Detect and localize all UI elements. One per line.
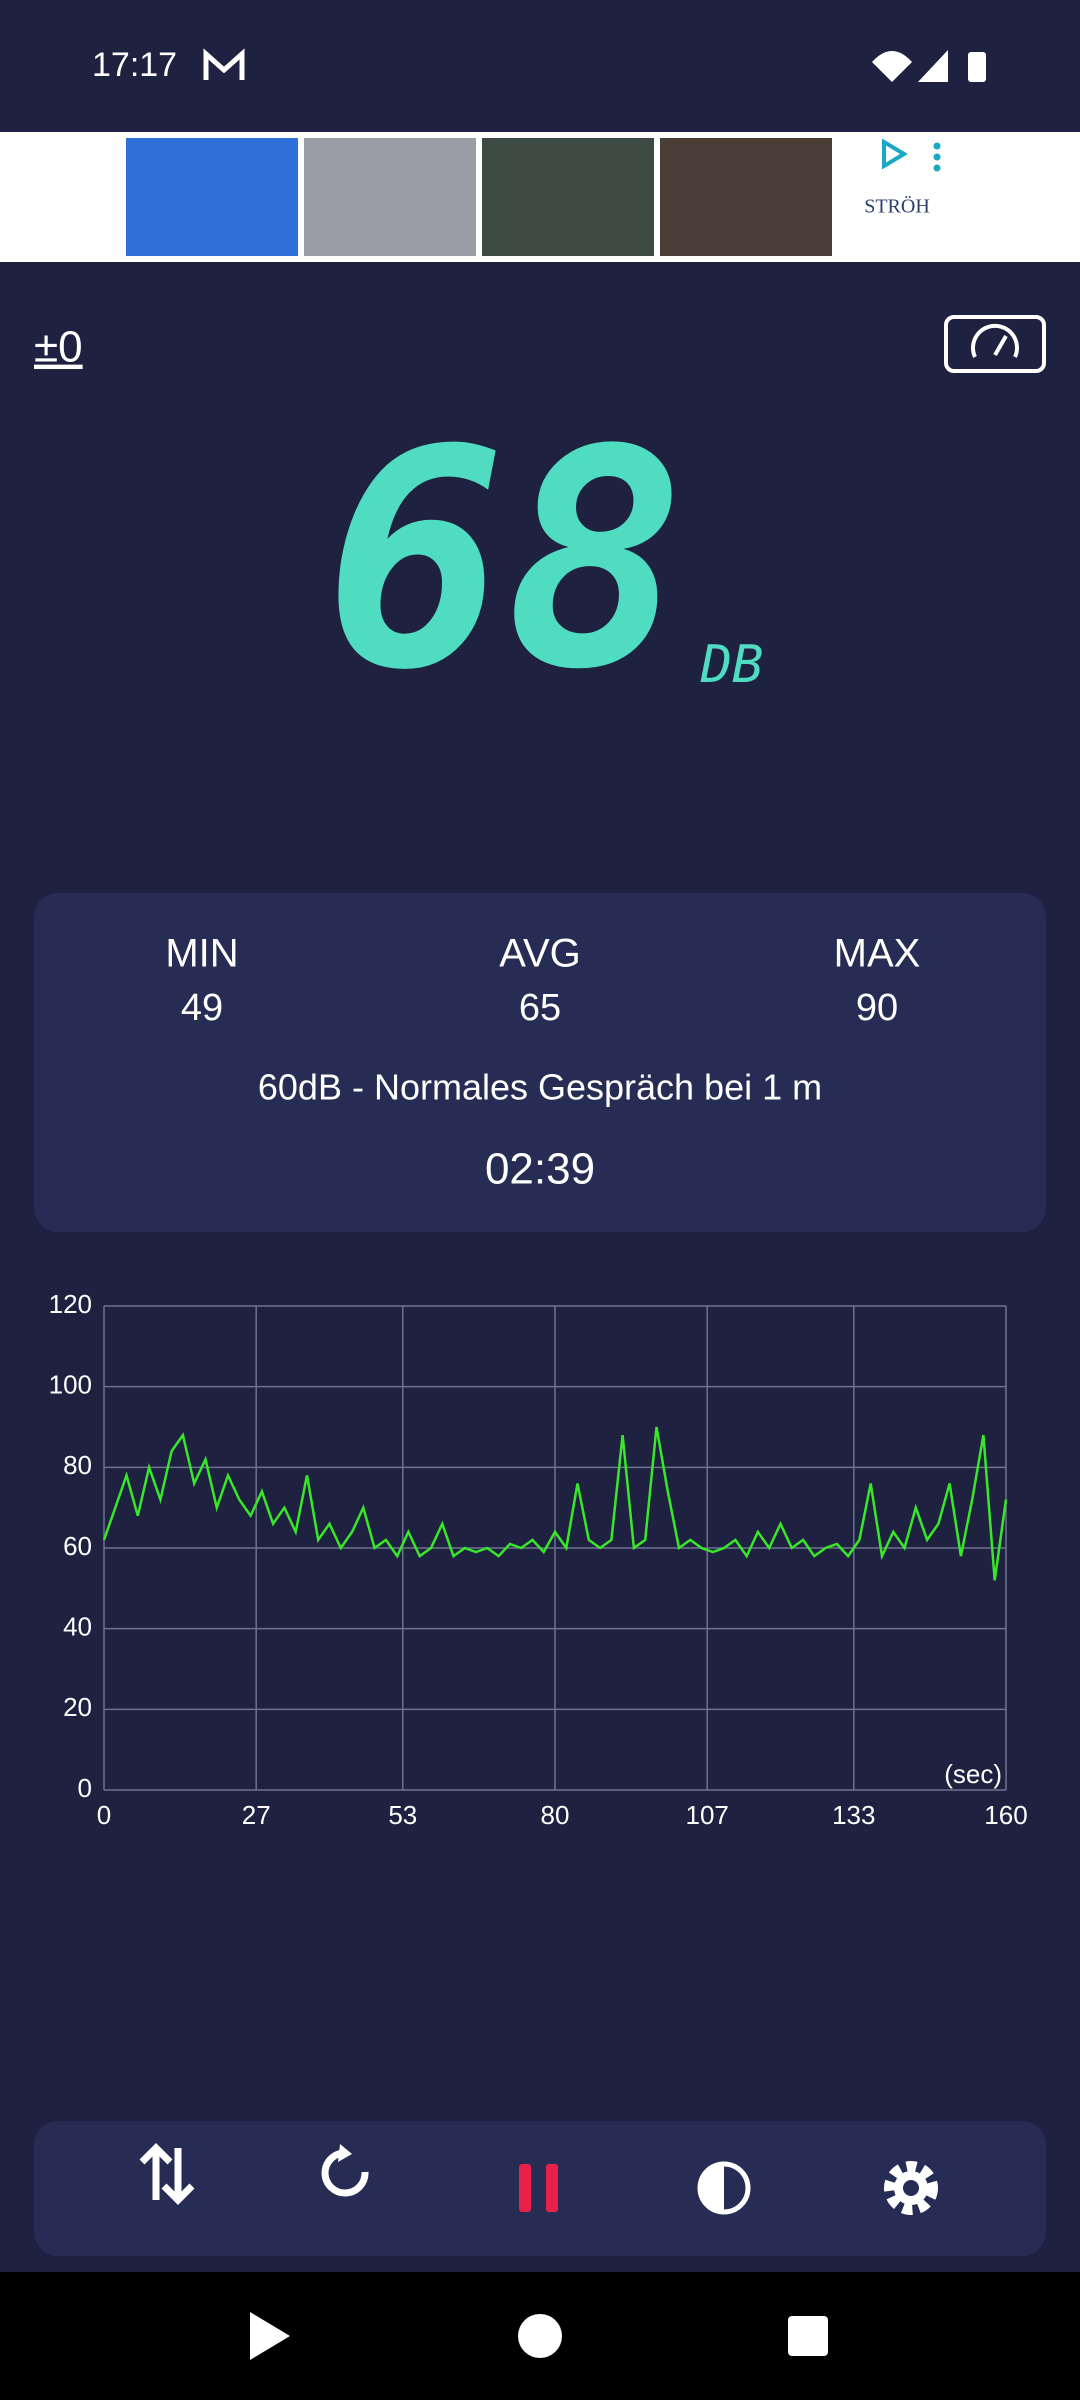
stats-panel <box>34 893 1046 1232</box>
min-label: MIN <box>165 932 238 976</box>
ad-brand[interactable]: STRÖH <box>864 195 930 218</box>
y-tick-label: 120 <box>49 1289 92 1319</box>
status-time: 17:17 <box>92 46 177 84</box>
avg-value: 65 <box>519 987 561 1029</box>
max-value: 90 <box>856 987 898 1029</box>
swap-button[interactable] <box>139 2143 195 2205</box>
gmail-icon <box>203 48 245 80</box>
timer: 02:39 <box>485 1145 595 1194</box>
ad-menu-dot[interactable] <box>933 164 941 172</box>
x-tick-label: 133 <box>832 1800 875 1830</box>
nav-recents[interactable] <box>788 2316 828 2356</box>
ad-image[interactable] <box>304 138 476 256</box>
noise-description: 60dB - Normales Gespräch bei 1 m <box>258 1067 822 1108</box>
y-tick-label: 40 <box>63 1612 92 1642</box>
x-tick-label: 27 <box>242 1800 271 1830</box>
nav-back[interactable] <box>250 2312 290 2360</box>
y-tick-label: 20 <box>63 1692 92 1722</box>
x-unit-label: (sec) <box>944 1759 1002 1789</box>
toolbar <box>34 2121 1046 2256</box>
theme-icon <box>700 2164 724 2212</box>
x-tick-label: 107 <box>686 1800 729 1830</box>
y-tick-label: 0 <box>78 1773 92 1803</box>
x-tick-label: 0 <box>97 1800 111 1830</box>
pause-button[interactable] <box>546 2164 558 2212</box>
reset-button[interactable] <box>321 2149 369 2197</box>
gauge-button[interactable] <box>944 315 1046 373</box>
calibration-button[interactable]: ±0 <box>34 323 83 372</box>
db-reading: 68 <box>324 386 685 735</box>
pause-button[interactable] <box>519 2164 531 2212</box>
signal-icon <box>918 50 948 82</box>
db-unit: DB <box>700 635 764 695</box>
ad-menu-dot[interactable] <box>933 142 941 150</box>
settings-button[interactable] <box>884 2161 938 2215</box>
ad-image[interactable] <box>660 138 832 256</box>
gauge-icon <box>971 323 1019 358</box>
nav-home[interactable] <box>518 2314 562 2358</box>
x-tick-label: 160 <box>984 1800 1027 1830</box>
ad-menu-dot[interactable] <box>933 153 941 161</box>
x-tick-label: 53 <box>388 1800 417 1830</box>
x-tick-label: 80 <box>541 1800 570 1830</box>
y-tick-label: 100 <box>49 1370 92 1400</box>
min-value: 49 <box>181 987 223 1029</box>
avg-label: AVG <box>499 932 581 976</box>
settings-icon-hole <box>903 2180 919 2196</box>
ad-image[interactable] <box>126 138 298 256</box>
max-label: MAX <box>834 932 921 976</box>
battery-icon <box>968 52 986 82</box>
line-series <box>102 1426 1008 1581</box>
wifi-icon <box>872 51 912 82</box>
y-tick-label: 80 <box>63 1450 92 1480</box>
y-tick-label: 60 <box>63 1531 92 1561</box>
ad-choices-icon[interactable] <box>882 138 908 170</box>
gauge-needle <box>993 334 1008 357</box>
ad-image[interactable] <box>482 138 654 256</box>
reset-arrow <box>338 2144 352 2162</box>
chart: 0 20 40 60 80 100 120 0 27 53 80 107 133 160 (sec) <box>49 1289 1028 1830</box>
